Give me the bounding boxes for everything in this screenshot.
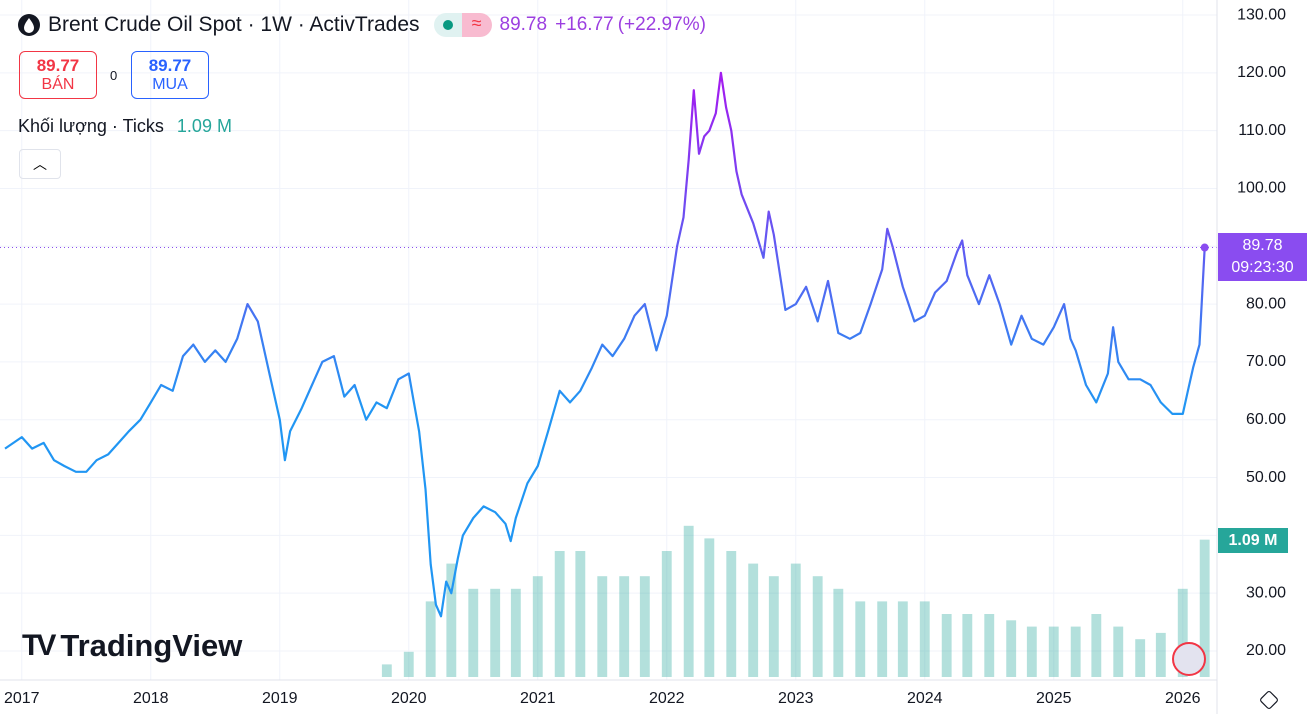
volume-bar xyxy=(790,563,801,677)
volume-bar xyxy=(490,588,501,677)
x-tick-label: 2026 xyxy=(1165,690,1201,707)
volume-bar xyxy=(468,588,479,677)
price-line xyxy=(4,71,1206,618)
volume-bar xyxy=(855,601,866,677)
price-tag: 89.78 09:23:30 xyxy=(1218,233,1307,281)
spread: 0 xyxy=(110,68,118,83)
volume-bar xyxy=(575,551,586,677)
volume-bar xyxy=(877,601,888,677)
volume-bar xyxy=(510,588,521,677)
y-tick-label: 20.00 xyxy=(1246,642,1286,659)
volume-bar xyxy=(748,563,759,677)
volume-bar xyxy=(897,601,908,677)
volume-bar xyxy=(1048,626,1059,677)
y-tick-label: 120.00 xyxy=(1237,64,1286,81)
sell-label: BÁN xyxy=(41,76,75,93)
volume-bar xyxy=(812,576,823,677)
y-tick-label: 60.00 xyxy=(1246,411,1286,428)
volume-bar xyxy=(619,576,630,677)
x-tick-label: 2023 xyxy=(778,690,814,707)
volume-bar xyxy=(726,551,737,677)
volume-bar xyxy=(1070,626,1081,677)
change-pct: (+22.97%) xyxy=(617,14,706,35)
buy-label: MUA xyxy=(152,76,188,93)
volume-bar xyxy=(984,614,995,677)
logo-text: TradingView xyxy=(60,628,243,663)
volume-bar xyxy=(597,576,608,677)
volume-bar xyxy=(661,551,672,677)
symbol-icon xyxy=(18,14,40,36)
volume-bar xyxy=(1199,539,1210,677)
volume-bar xyxy=(554,551,565,677)
x-tick-label: 2024 xyxy=(907,690,943,707)
volume-tag: 1.09 M xyxy=(1218,528,1288,553)
volume-bar xyxy=(1135,639,1146,677)
buy-button[interactable]: 89.77 MUA xyxy=(131,51,209,99)
logo: TV TradingView xyxy=(22,628,243,663)
volume-bar xyxy=(639,576,650,677)
y-tick-label: 110.00 xyxy=(1238,122,1286,139)
volume-value: 1.09 M xyxy=(176,116,232,136)
volume-bar xyxy=(941,614,952,677)
volume-bar xyxy=(403,651,414,677)
volume-legend: Khối lượng · Ticks 1.09 M xyxy=(18,116,232,137)
change: +16.77 xyxy=(555,14,614,35)
volume-bar xyxy=(381,664,392,677)
header: Brent Crude Oil Spot · 1W · ActivTrades … xyxy=(18,13,706,37)
volume-bar xyxy=(1155,632,1166,677)
volume-bar xyxy=(446,563,457,677)
volume-bar xyxy=(1113,626,1124,677)
x-tick-label: 2018 xyxy=(133,690,169,707)
y-tick-label: 30.00 xyxy=(1246,584,1286,601)
volume-bar xyxy=(768,576,779,677)
volume-bar xyxy=(833,588,844,677)
volume-bar xyxy=(1177,588,1188,677)
buy-price: 89.77 xyxy=(148,56,192,75)
title: Brent Crude Oil Spot · 1W · ActivTrades xyxy=(48,13,420,36)
y-tick-label: 50.00 xyxy=(1246,469,1286,486)
volume-bar xyxy=(1026,626,1037,677)
x-tick-label: 2019 xyxy=(262,690,298,707)
volume-bar xyxy=(962,614,973,677)
status: ≈ xyxy=(433,13,492,37)
y-tick-label: 70.00 xyxy=(1246,353,1286,370)
volume-bar xyxy=(704,538,715,677)
x-tick-label: 2020 xyxy=(391,690,427,707)
volume-bar xyxy=(425,601,436,677)
y-tick-label: 130.00 xyxy=(1237,6,1286,23)
price-tag-value: 89.78 xyxy=(1242,237,1283,254)
volume-bar xyxy=(919,601,930,677)
sell-price: 89.77 xyxy=(36,56,80,75)
volume-bar xyxy=(532,576,543,677)
volume-bar xyxy=(1091,614,1102,677)
collapse-button[interactable]: ︿ xyxy=(19,149,61,179)
y-tick-label: 80.00 xyxy=(1246,295,1286,312)
x-tick-label: 2017 xyxy=(4,690,40,707)
sell-button[interactable]: 89.77 BÁN xyxy=(19,51,97,99)
last-point xyxy=(1200,243,1209,252)
price: 89.78 xyxy=(499,14,548,35)
x-tick-label: 2021 xyxy=(520,690,556,707)
x-tick-label: 2022 xyxy=(649,690,685,707)
volume-label: Khối lượng · Ticks xyxy=(18,116,164,136)
countdown: 09:23:30 xyxy=(1231,259,1294,276)
flag-icon xyxy=(1172,642,1206,676)
volume-bar xyxy=(683,525,694,677)
volume-bar xyxy=(1006,620,1017,677)
x-tick-label: 2025 xyxy=(1036,690,1072,707)
y-tick-label: 100.00 xyxy=(1237,180,1286,197)
